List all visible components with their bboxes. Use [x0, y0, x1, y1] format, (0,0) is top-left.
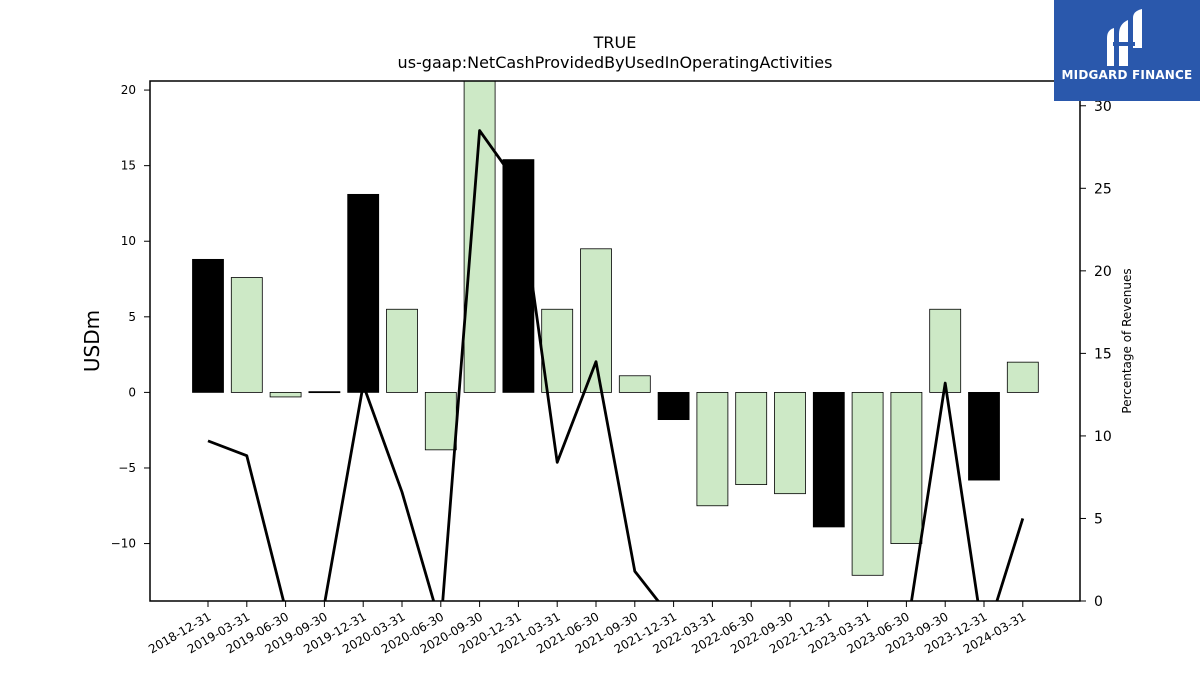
bar	[1006, 361, 1039, 393]
bar	[463, 81, 496, 393]
bar	[230, 277, 263, 393]
chart-subtitle: us-gaap:NetCashProvidedByUsedInOperating…	[398, 53, 833, 72]
plot-area: −10−5051015200510152025302018-12-312019-…	[111, 80, 1112, 656]
y2-axis-label: Percentage of Revenues	[1120, 268, 1134, 413]
bar	[192, 258, 224, 393]
bar	[968, 391, 1000, 481]
bar	[851, 391, 884, 576]
bar	[657, 391, 690, 421]
logo-mark-icon	[1107, 9, 1142, 66]
y2-tick-label: 25	[1094, 181, 1112, 197]
y-tick-label: 5	[128, 310, 136, 324]
chart-title: TRUE	[593, 33, 637, 52]
bar	[502, 159, 535, 393]
y-axis-label: USDm	[80, 310, 104, 372]
y-tick-label: 15	[121, 159, 136, 173]
bar	[929, 308, 962, 393]
y2-tick-label: 30	[1094, 99, 1112, 115]
bar	[735, 391, 768, 486]
bar	[347, 193, 380, 393]
y2-tick-label: 15	[1094, 346, 1112, 362]
bar	[424, 391, 457, 451]
bars-group	[192, 81, 1039, 576]
percentage-line	[207, 129, 1025, 601]
brand-logo: MIDGARD FINANCE	[1054, 0, 1200, 101]
line-group	[207, 129, 1025, 601]
y-tick-label: 10	[121, 234, 136, 248]
bar	[386, 308, 418, 393]
y2-tick-label: 20	[1094, 264, 1112, 280]
bar	[812, 391, 845, 528]
y-tick-label: 20	[121, 83, 136, 97]
bar	[618, 375, 651, 393]
bar	[269, 391, 302, 398]
bar	[696, 391, 729, 507]
bar	[308, 391, 341, 394]
bar	[774, 391, 806, 495]
logo-text: MIDGARD FINANCE	[1061, 68, 1193, 82]
plot-frame	[149, 80, 1081, 602]
y-tick-label: 0	[128, 385, 136, 399]
y2-tick-label: 5	[1094, 511, 1103, 527]
y-tick-label: −10	[111, 537, 136, 551]
y2-tick-label: 0	[1094, 594, 1103, 610]
y-tick-label: −5	[118, 461, 136, 475]
bar	[580, 248, 612, 393]
y2-tick-label: 10	[1094, 429, 1112, 445]
bar	[890, 391, 923, 544]
